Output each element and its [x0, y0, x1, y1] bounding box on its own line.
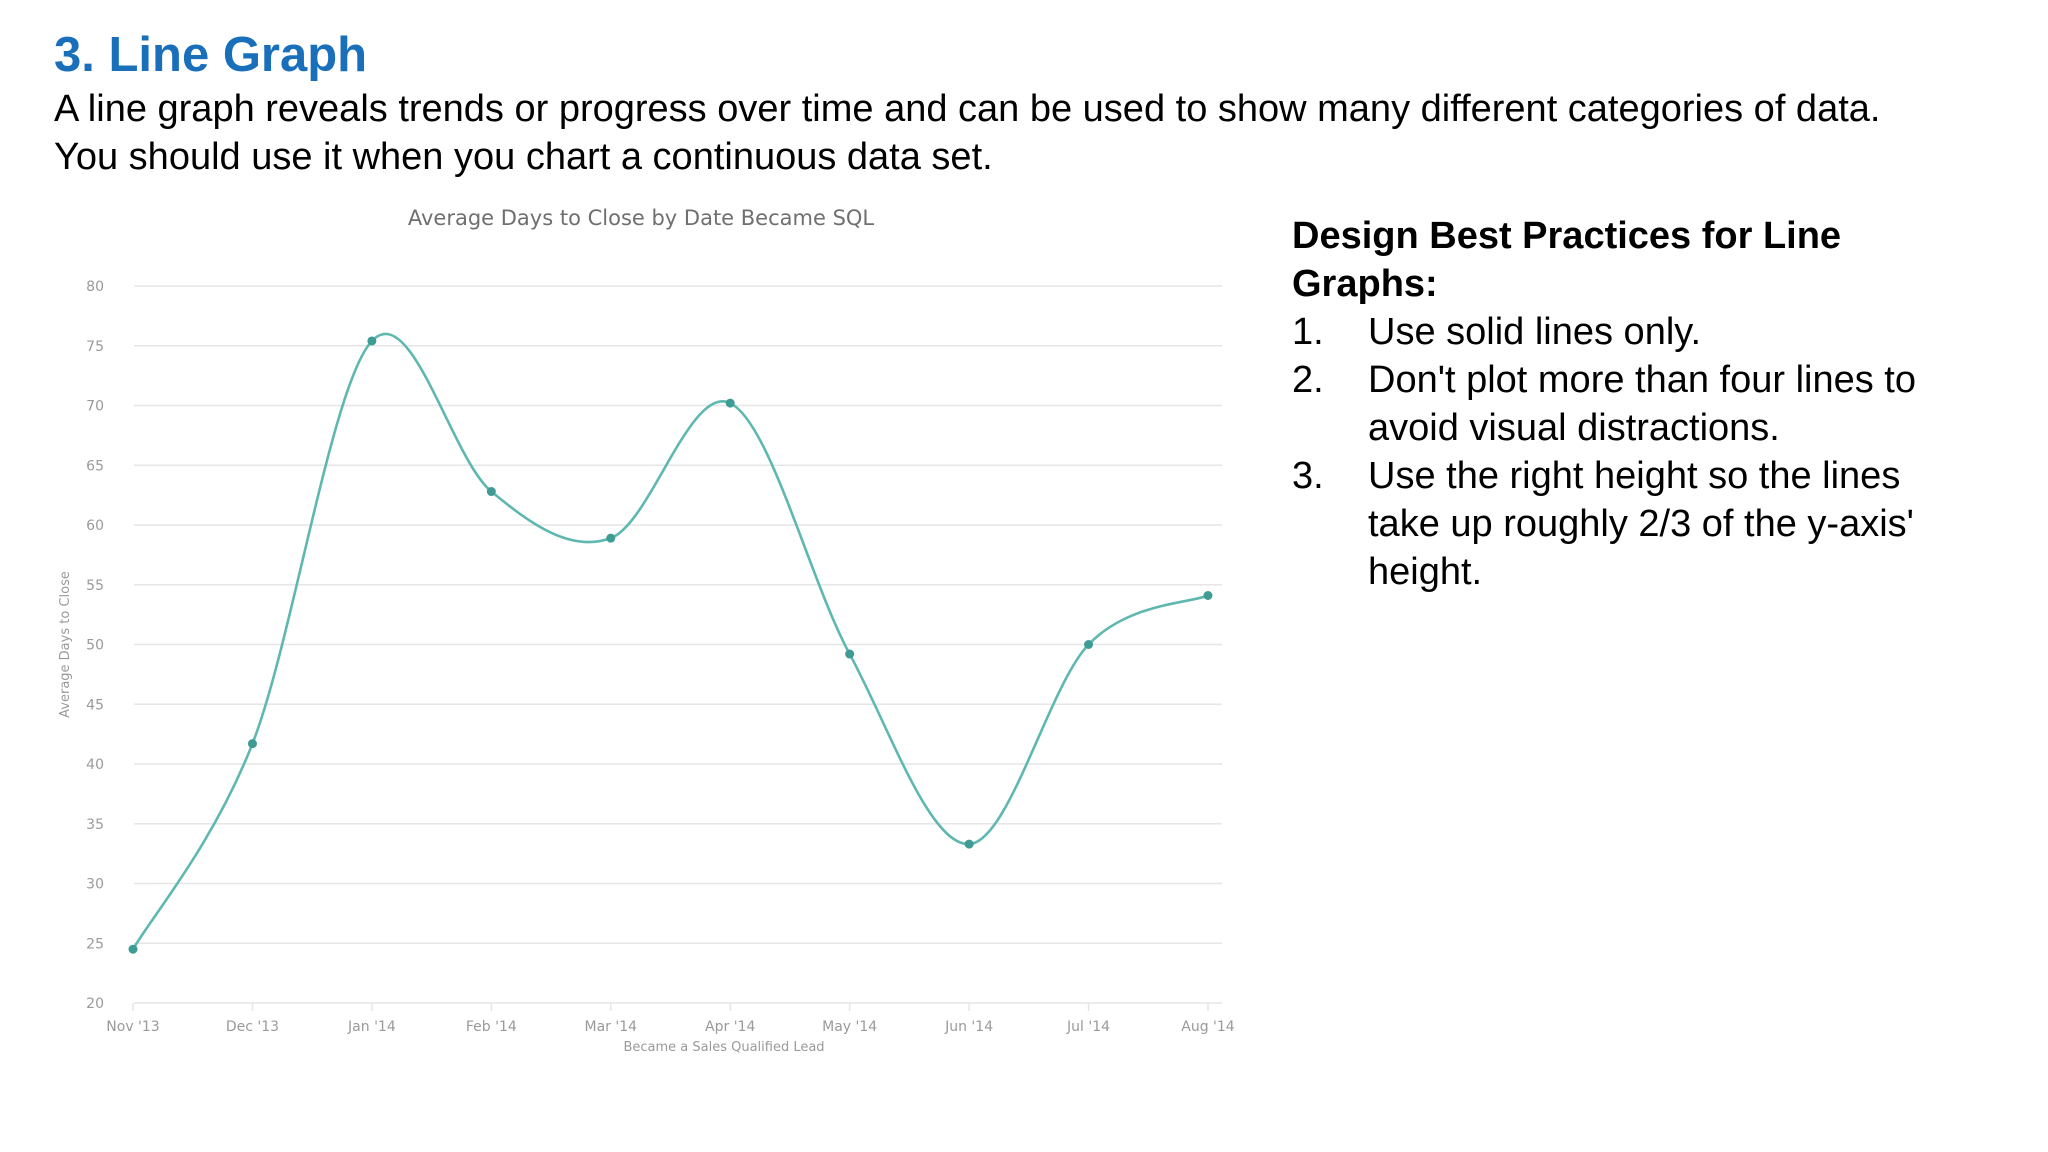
best-practices-list: 1. Use solid lines only. 2. Don't plot m…: [1292, 308, 2012, 596]
data-point: [606, 533, 616, 543]
data-point: [1203, 591, 1213, 601]
y-tick-label: 20: [86, 996, 104, 1012]
best-practices-panel: Design Best Practices for Line Graphs: 1…: [1292, 212, 2012, 596]
y-tick-label: 60: [86, 518, 104, 534]
y-tick-label: 45: [86, 697, 104, 713]
practice-number: 3.: [1292, 455, 1324, 497]
series-line: [131, 332, 1210, 951]
x-tick-label: May '14: [822, 1019, 877, 1035]
slide-title: 3. Line Graph: [54, 28, 368, 82]
y-tick-label: 50: [86, 638, 104, 654]
y-tick-label: 25: [86, 936, 104, 952]
y-tick-label: 75: [86, 339, 104, 355]
best-practice-item-3: 3. Use the right height so the lines tak…: [1292, 452, 2012, 596]
x-tick-label: Jan '14: [347, 1019, 396, 1035]
x-tick-label: Apr '14: [705, 1019, 755, 1035]
x-axis-title: Became a Sales Qualified Lead: [623, 1040, 824, 1055]
practice-line: avoid visual distractions.: [1368, 407, 1780, 449]
data-point: [845, 649, 855, 659]
best-practice-item-2: 2. Don't plot more than four lines to av…: [1292, 356, 2012, 452]
intro-line-1: A line graph reveals trends or progress …: [54, 88, 1881, 130]
practice-line: Don't plot more than four lines to: [1368, 359, 1916, 401]
intro-line-2: You should use it when you chart a conti…: [54, 136, 993, 178]
data-point: [367, 336, 377, 346]
data-point: [247, 739, 257, 749]
y-tick-label: 70: [86, 399, 104, 415]
data-point: [486, 487, 496, 497]
practice-line: take up roughly 2/3 of the y-axis': [1368, 503, 1914, 545]
y-tick-label: 80: [86, 279, 104, 295]
data-point: [128, 944, 138, 954]
practice-number: 1.: [1292, 311, 1324, 353]
x-tick-label: Mar '14: [585, 1019, 638, 1035]
y-tick-label: 55: [86, 578, 104, 594]
chart-title: Average Days to Close by Date Became SQL: [408, 206, 875, 230]
y-tick-label: 40: [86, 757, 104, 773]
x-tick-label: Nov '13: [106, 1019, 159, 1035]
data-point: [725, 398, 735, 408]
heading-line-1: Design Best Practices for Line: [1292, 215, 1842, 257]
line-chart: Average Days to Close by Date Became SQL…: [54, 196, 1234, 1056]
practice-number: 2.: [1292, 359, 1324, 401]
x-tick-label: Feb '14: [466, 1019, 517, 1035]
intro-paragraph: A line graph reveals trends or progress …: [54, 85, 2034, 181]
x-tick-label: Aug '14: [1181, 1019, 1234, 1035]
best-practice-item-1: 1. Use solid lines only.: [1292, 308, 2012, 356]
best-practices-heading: Design Best Practices for Line Graphs:: [1292, 212, 2012, 308]
practice-line: Use the right height so the lines: [1368, 455, 1901, 497]
y-tick-label: 30: [86, 877, 104, 893]
x-tick-label: Jun '14: [944, 1019, 993, 1035]
y-tick-label: 65: [86, 458, 104, 474]
y-tick-label: 35: [86, 817, 104, 833]
x-tick-label: Jul '14: [1066, 1019, 1110, 1035]
data-point: [1084, 640, 1094, 649]
practice-line: height.: [1368, 551, 1483, 593]
x-tick-label: Dec '13: [226, 1019, 279, 1035]
data-point: [964, 839, 974, 849]
y-axis-title: Average Days to Close: [58, 571, 73, 718]
heading-line-2: Graphs:: [1292, 263, 1438, 305]
line-chart-svg: Average Days to Close by Date Became SQL…: [58, 206, 1234, 1055]
practice-line: Use solid lines only.: [1368, 311, 1702, 353]
